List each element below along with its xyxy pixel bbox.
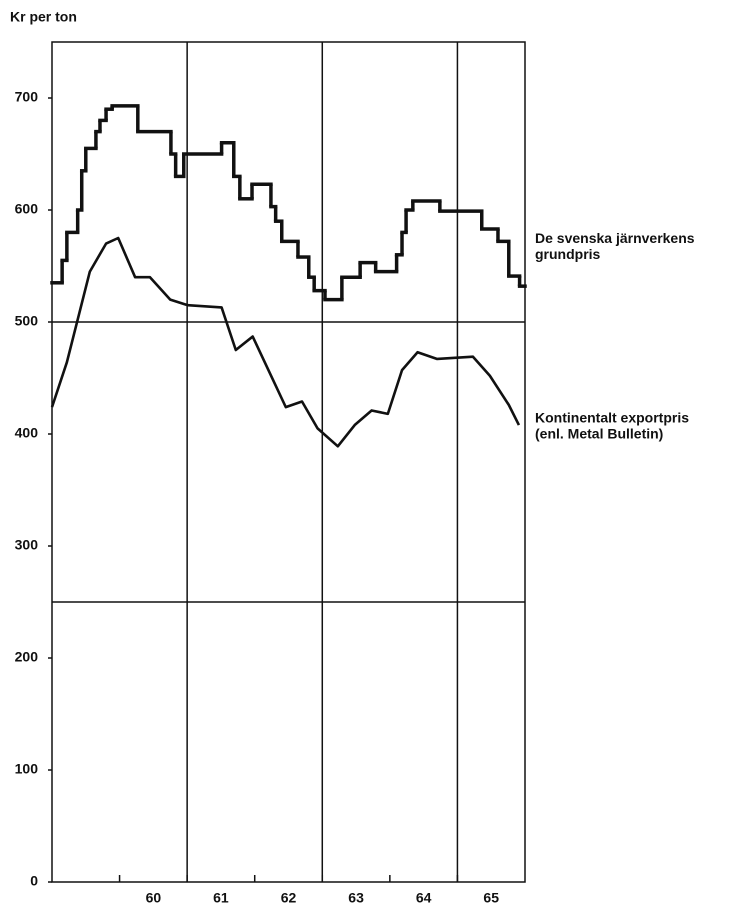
plot-frame — [51, 41, 526, 883]
series-label: De svenska järnverkens — [535, 230, 695, 246]
y-tick-label: 100 — [15, 761, 39, 777]
price-line — [50, 236, 521, 448]
y-tick-label: 200 — [15, 649, 39, 665]
x-tick-label: 65 — [483, 890, 499, 906]
x-tick-label: 63 — [348, 890, 364, 906]
x-tick-label: 64 — [416, 890, 432, 906]
y-axis-label: Kr per ton — [10, 9, 77, 25]
series-label: (enl. Metal Bulletin) — [535, 426, 663, 442]
y-tick-label: 500 — [15, 313, 39, 329]
series-label: Kontinentalt exportpris — [535, 410, 689, 426]
y-tick-label: 700 — [15, 89, 39, 105]
y-tick-label: 600 — [15, 201, 39, 217]
x-tick-label: 61 — [213, 890, 229, 906]
y-tick-label: 300 — [15, 537, 39, 553]
y-tick-label: 400 — [15, 425, 39, 441]
series-label: grundpris — [535, 246, 601, 262]
x-tick-label: 60 — [146, 890, 162, 906]
y-tick-label: 0 — [30, 873, 38, 889]
x-tick-label: 62 — [281, 890, 297, 906]
